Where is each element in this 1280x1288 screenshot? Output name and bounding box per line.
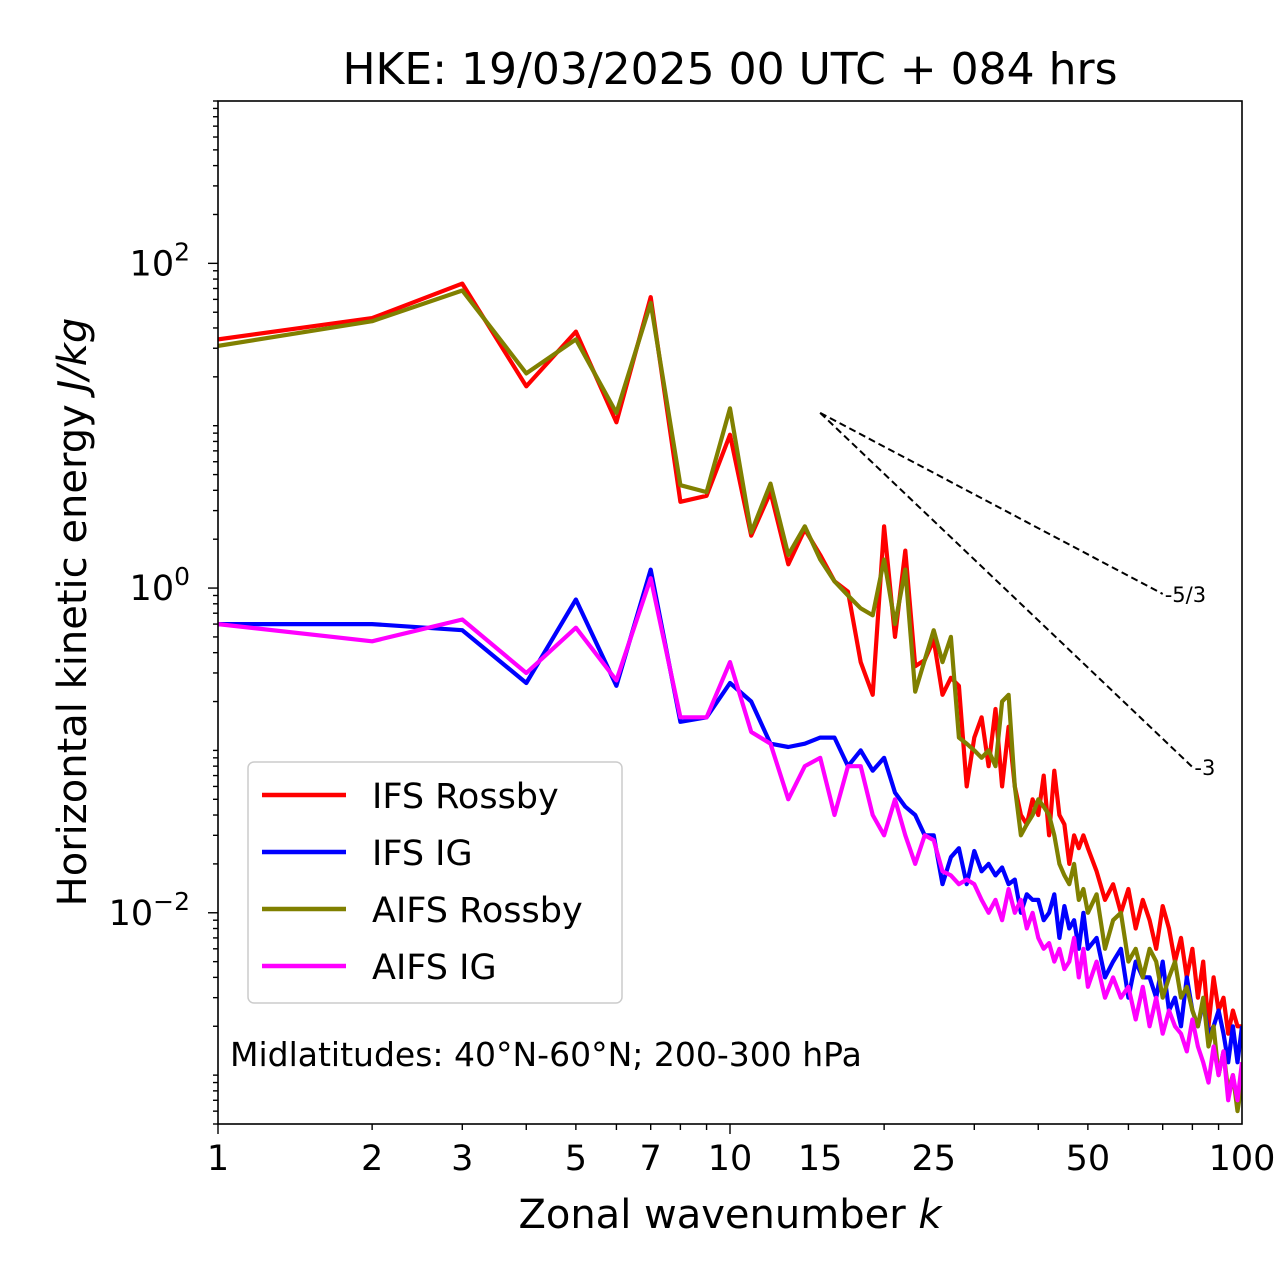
x-tick-label: 3 (451, 1139, 473, 1179)
x-tick-label: 15 (798, 1139, 843, 1179)
chart-title: HKE: 19/03/2025 00 UTC + 084 hrs (342, 44, 1117, 95)
axis-ticks (208, 100, 1220, 1134)
x-tick-label: 1 (207, 1139, 229, 1179)
series-line-aifs-ig (218, 576, 1242, 1103)
reference-slope-line (819, 411, 1164, 595)
legend-label-aifs-ig: AIFS IG (372, 948, 497, 988)
x-axis-label: Zonal wavenumber k (518, 1192, 943, 1238)
y-tick-label: 10−2 (109, 887, 190, 934)
x-tick-label: 5 (565, 1139, 587, 1179)
legend-label-ifs-ig: IFS IG (372, 834, 473, 874)
reference-slope-label: -5/3 (1165, 583, 1206, 607)
x-tick-label: 50 (1066, 1139, 1111, 1179)
x-tick-label: 2 (361, 1139, 383, 1179)
y-tick-label: 100 (130, 562, 190, 609)
x-tick-label: 10 (708, 1139, 753, 1179)
x-tick-label: 25 (911, 1139, 956, 1179)
plot-frame (217, 100, 1243, 1125)
x-tick-label: 100 (1209, 1139, 1276, 1179)
legend-label-aifs-rossby: AIFS Rossby (372, 891, 583, 931)
legend-box (247, 761, 623, 1004)
y-tick-labels: 10−2 100 102 (109, 237, 190, 933)
series-line-ifs-ig (218, 567, 1242, 1065)
region-annotation: Midlatitudes: 40°N-60°N; 200-300 hPa (230, 1035, 862, 1074)
reference-slope-line (819, 412, 1194, 768)
x-tick-label: 7 (640, 1139, 662, 1179)
legend-label-ifs-rossby: IFS Rossby (372, 777, 559, 817)
legend: IFS Rossby IFS IG AIFS Rossby AIFS IG (247, 761, 623, 1004)
x-tick-labels: 1 2 3 5 7 10 15 25 50 100 (207, 1139, 1276, 1179)
y-tick-label: 102 (130, 237, 190, 284)
series-layer (218, 281, 1242, 1114)
reference-slope-label: -3 (1194, 756, 1215, 780)
reference-slopes: -5/3 -3 (819, 411, 1215, 780)
y-axis-label: Horizontal kinetic energy J/kg (50, 318, 96, 907)
series-line-aifs-rossby (218, 288, 1242, 1114)
